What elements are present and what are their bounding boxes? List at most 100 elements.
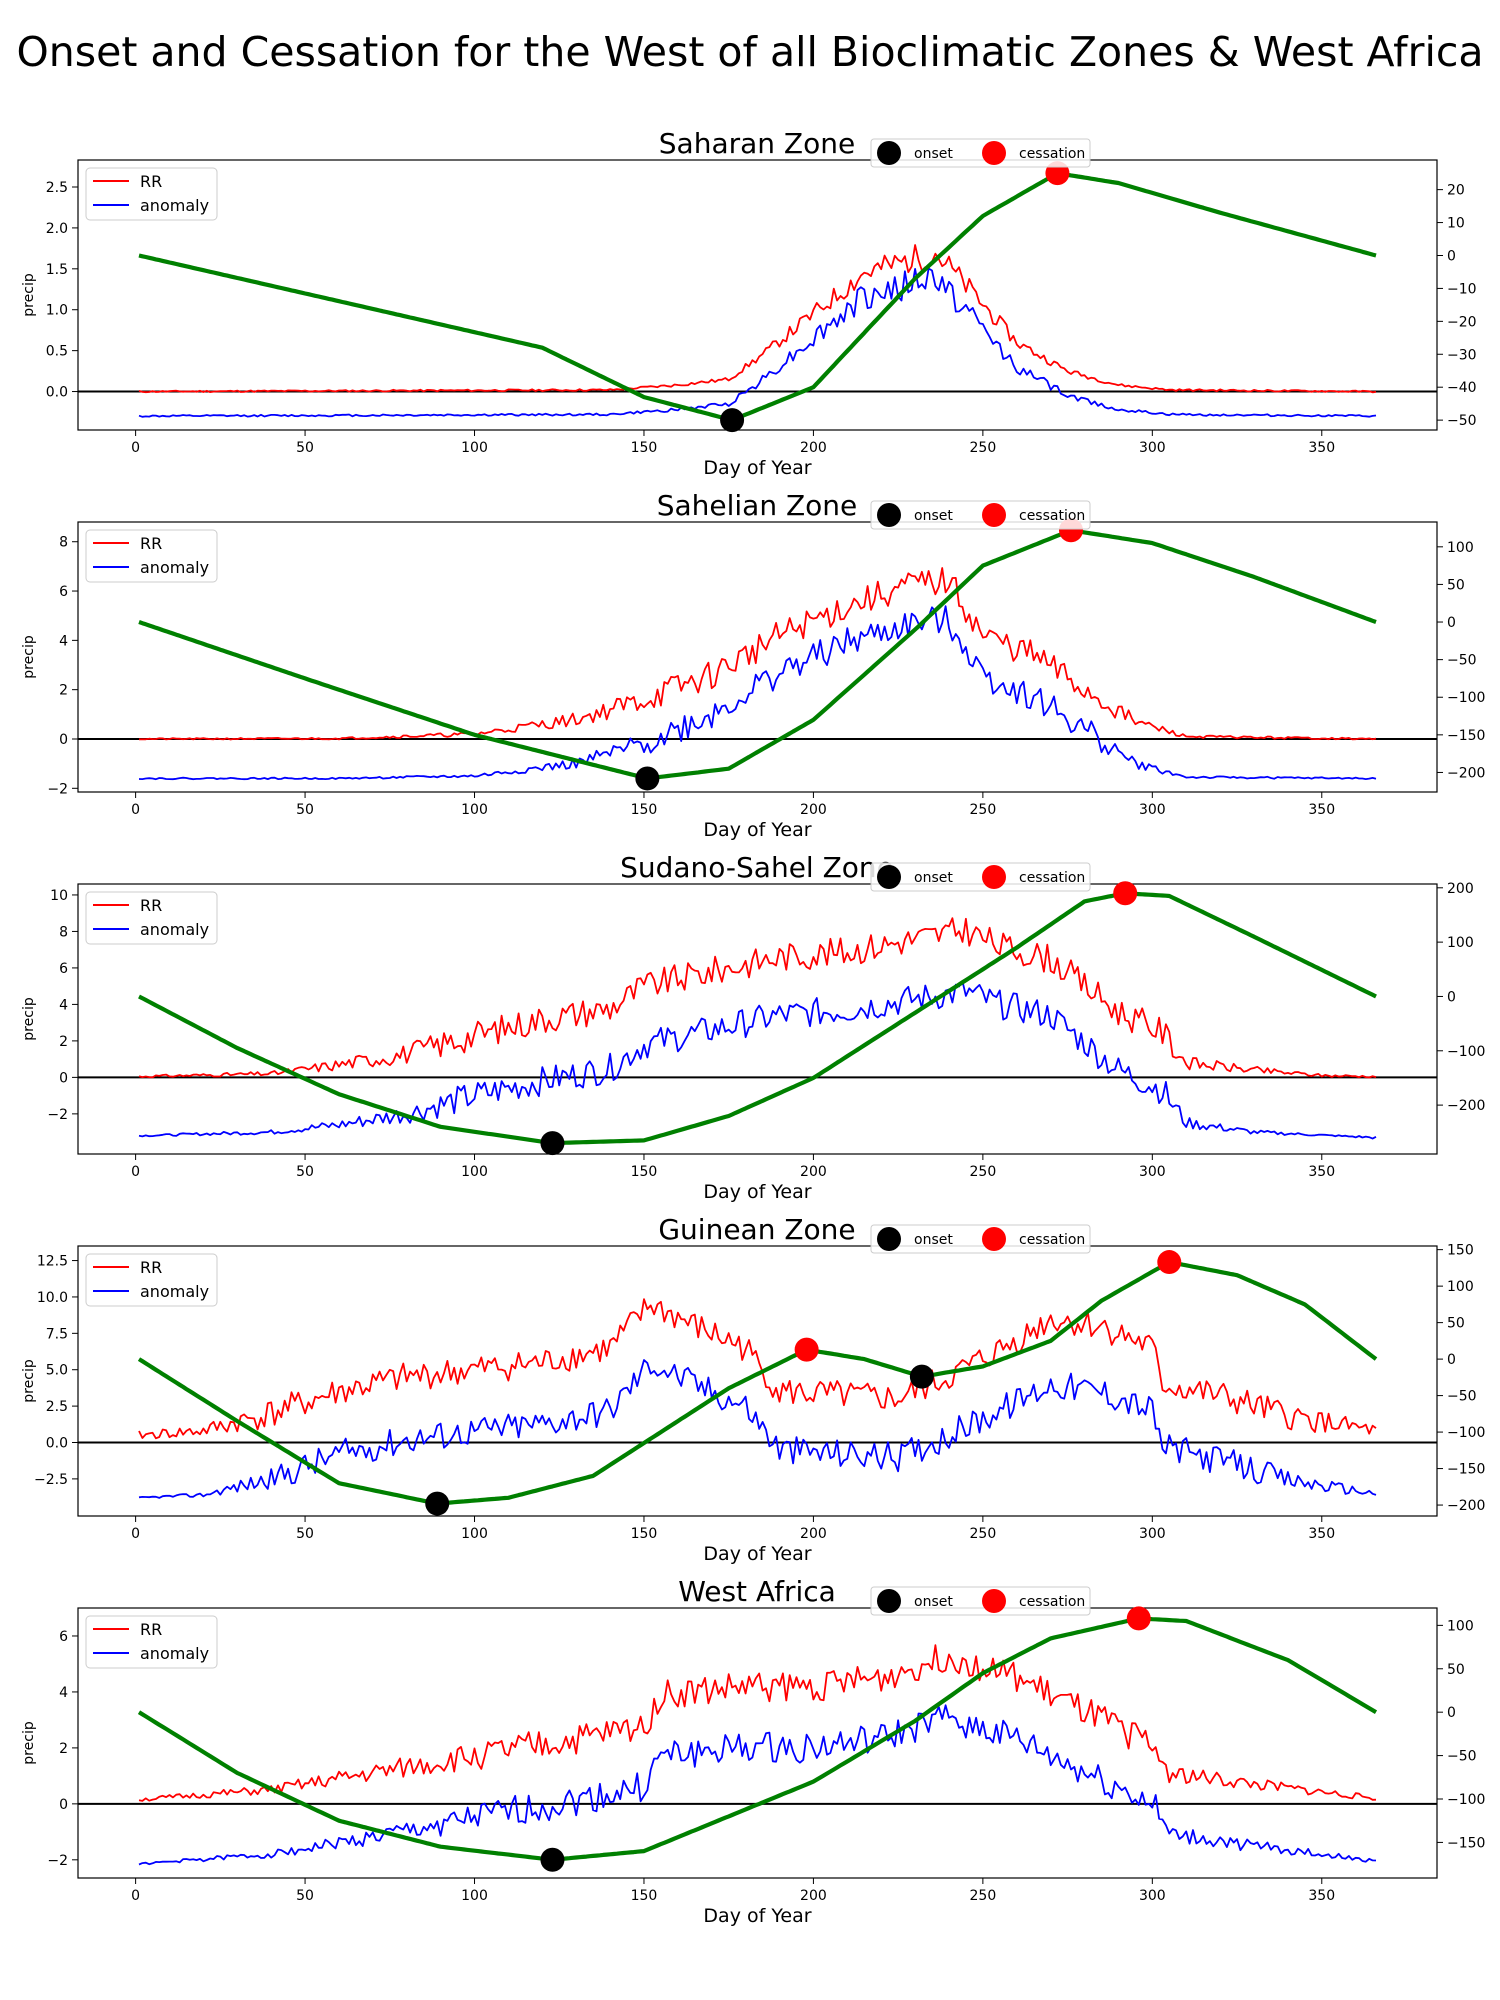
- x-tick-label: 50: [296, 1164, 314, 1180]
- y2-tick-label: −200: [1447, 1098, 1485, 1114]
- x-tick-label: 100: [461, 1888, 488, 1904]
- legend-rr-label: RR: [140, 1620, 162, 1639]
- x-tick-label: 100: [461, 1164, 488, 1180]
- y-tick-label: 2.0: [46, 221, 68, 237]
- x-tick-label: 0: [131, 440, 140, 456]
- figure-title: Onset and Cessation for the West of all …: [16, 28, 1484, 76]
- onset-marker: [909, 1364, 934, 1389]
- line-legend: RR anomaly: [85, 167, 218, 221]
- legend-rr-label: RR: [140, 172, 162, 191]
- y-tick-label: 0.0: [46, 1435, 68, 1451]
- legend-anomaly-label: anomaly: [140, 1644, 209, 1663]
- y2-tick-label: 0: [1447, 615, 1456, 631]
- x-axis-label: Day of Year: [703, 819, 811, 841]
- anomaly-line: [138, 267, 1377, 418]
- anomaly-line: [138, 980, 1377, 1140]
- legend-cessation-marker: [982, 141, 1006, 165]
- y-tick-label: 2: [59, 1034, 68, 1050]
- x-tick-label: 100: [461, 802, 488, 818]
- cumulative-line: [138, 171, 1377, 423]
- y-tick-label: 1.0: [46, 303, 68, 319]
- y2-tick-label: −40: [1447, 380, 1477, 396]
- y2-tick-label: −50: [1447, 1389, 1477, 1405]
- legend-anomaly-label: anomaly: [140, 558, 209, 577]
- legend-onset-label: onset: [914, 146, 953, 162]
- plot-area: [138, 528, 1377, 781]
- y2-tick-label: −150: [1447, 1462, 1485, 1478]
- marker-legend-box: [870, 138, 1091, 168]
- legend-onset-label: onset: [914, 508, 953, 524]
- y-tick-label: −2.5: [34, 1472, 68, 1488]
- x-tick-label: 300: [1139, 1888, 1166, 1904]
- y-tick-label: 2.5: [46, 1399, 68, 1415]
- x-tick-label: 200: [800, 1888, 827, 1904]
- y-axis-label: precip: [21, 1721, 37, 1765]
- rr-line: [138, 917, 1377, 1079]
- y2-tick-label: 100: [1447, 540, 1474, 556]
- line-legend: RR anomaly: [85, 891, 218, 945]
- y2-tick-label: −30: [1447, 347, 1477, 363]
- legend-cessation-label: cessation: [1019, 1232, 1085, 1248]
- y2-tick-label: −50: [1447, 413, 1477, 429]
- anomaly-line: [138, 605, 1377, 781]
- y-tick-label: 1.5: [46, 262, 68, 278]
- y2-tick-label: 50: [1447, 1316, 1465, 1332]
- legend-onset-marker: [877, 503, 901, 527]
- y-tick-label: 0: [59, 732, 68, 748]
- y-tick-label: 8: [59, 535, 68, 551]
- legend-anomaly-label: anomaly: [140, 1282, 209, 1301]
- legend-cessation-marker: [982, 1227, 1006, 1251]
- plot-frame: [77, 883, 1438, 1155]
- legend-cessation-label: cessation: [1019, 1594, 1085, 1610]
- x-tick-label: 250: [970, 440, 997, 456]
- plot-area: [137, 1616, 1378, 1866]
- legend-cessation-marker: [982, 865, 1006, 889]
- legend-onset-label: onset: [914, 1594, 953, 1610]
- x-tick-label: 350: [1308, 1526, 1335, 1542]
- legend-cessation-label: cessation: [1019, 146, 1085, 162]
- y-axis-label: precip: [21, 1359, 37, 1403]
- legend-onset-marker: [877, 141, 901, 165]
- panel-5: 0 50 100 150 200 250 300 350 Day of Year −2 0 2 4 6 pr…: [21, 1575, 1485, 1927]
- y2-tick-label: 150: [1447, 1243, 1474, 1259]
- x-tick-label: 350: [1308, 440, 1335, 456]
- x-tick-label: 150: [631, 1164, 658, 1180]
- marker-legend: onset cessation: [870, 500, 1091, 530]
- panel-title: West Africa: [678, 1575, 836, 1608]
- y-tick-label: −2: [47, 1853, 68, 1869]
- x-tick-label: 200: [800, 440, 827, 456]
- y-axis-label: precip: [21, 997, 37, 1041]
- marker-legend: onset cessation: [870, 1224, 1091, 1254]
- x-tick-label: 100: [461, 440, 488, 456]
- y-tick-label: 6: [59, 1629, 68, 1645]
- plot-frame: [77, 1245, 1438, 1517]
- cumulative-line: [137, 1616, 1378, 1862]
- x-tick-label: 350: [1308, 802, 1335, 818]
- y-axis-label: precip: [21, 273, 37, 317]
- x-axis-label: Day of Year: [703, 1905, 811, 1927]
- line-legend: RR anomaly: [85, 529, 218, 583]
- y-tick-label: 4: [59, 633, 68, 649]
- x-tick-label: 250: [970, 1164, 997, 1180]
- panel-title: Saharan Zone: [659, 127, 855, 160]
- onset-marker: [540, 1131, 565, 1156]
- x-tick-label: 200: [800, 1526, 827, 1542]
- y2-tick-label: 0: [1447, 1705, 1456, 1721]
- marker-legend: onset cessation: [870, 138, 1091, 168]
- x-tick-label: 150: [631, 1526, 658, 1542]
- x-tick-label: 150: [631, 802, 658, 818]
- y2-tick-label: −150: [1447, 728, 1485, 744]
- y-tick-label: 0.0: [46, 385, 68, 401]
- marker-legend: onset cessation: [870, 862, 1091, 892]
- y2-tick-label: 20: [1447, 183, 1465, 199]
- legend-onset-label: onset: [914, 870, 953, 886]
- y2-tick-label: −20: [1447, 314, 1477, 330]
- y-tick-label: 8: [59, 924, 68, 940]
- y2-tick-label: −200: [1447, 765, 1485, 781]
- y2-tick-label: 100: [1447, 935, 1474, 951]
- x-tick-label: 350: [1308, 1164, 1335, 1180]
- y-tick-label: 12.5: [37, 1254, 68, 1270]
- y2-tick-label: −150: [1447, 1835, 1485, 1851]
- x-tick-label: 300: [1139, 802, 1166, 818]
- legend-cessation-label: cessation: [1019, 508, 1085, 524]
